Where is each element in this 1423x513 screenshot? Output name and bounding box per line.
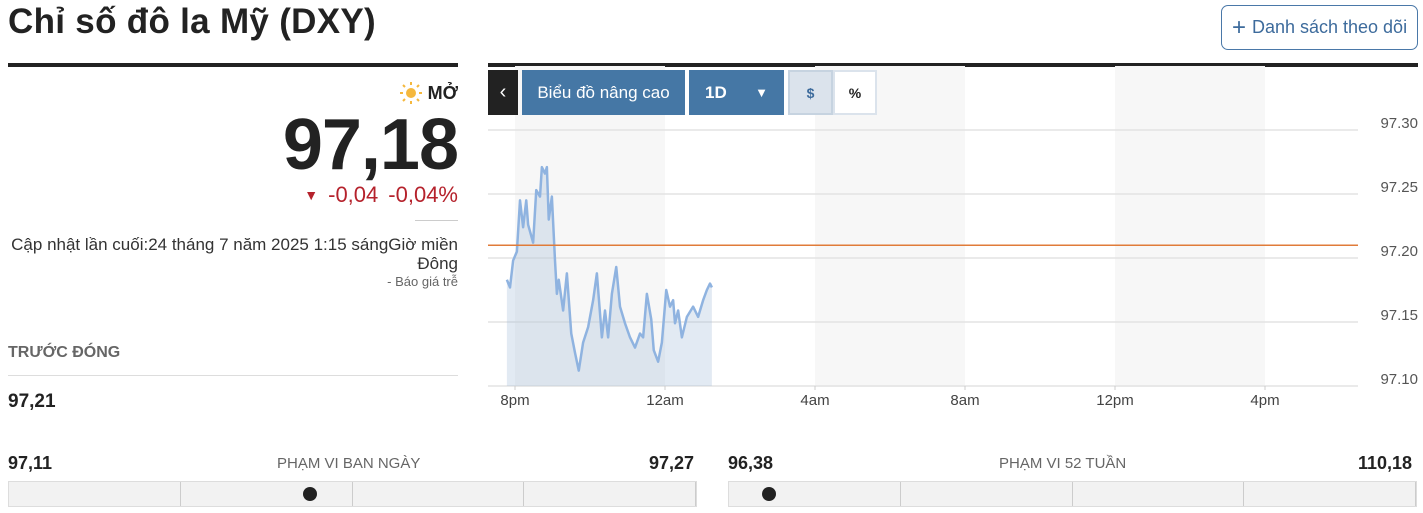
range-marker bbox=[761, 487, 776, 501]
delayed-quote-note: - Báo giá trễ bbox=[387, 274, 458, 289]
change-value: -0,04 bbox=[328, 182, 379, 207]
percent-toggle[interactable]: % bbox=[833, 70, 877, 115]
divider bbox=[8, 375, 458, 376]
dollar-toggle[interactable]: $ bbox=[788, 70, 833, 115]
y-tick-label: 97.15 bbox=[1380, 307, 1418, 324]
price-area bbox=[506, 167, 712, 386]
status-label: MỞ bbox=[427, 82, 458, 103]
52-week-range-low: 96,38 bbox=[728, 453, 774, 473]
x-tick-label: 4pm bbox=[1250, 392, 1279, 409]
x-tick-label: 4am bbox=[800, 392, 829, 409]
watchlist-label: Danh sách theo dõi bbox=[1251, 17, 1408, 37]
divider bbox=[415, 220, 458, 221]
collapse-button[interactable]: ‹ bbox=[488, 70, 518, 115]
sun-icon bbox=[399, 82, 422, 104]
chevron-left-icon: ‹ bbox=[499, 81, 507, 103]
52-week-range-title: PHẠM VI 52 TUẦN bbox=[999, 455, 1127, 472]
price-chart[interactable]: 97.30 97.25 97.20 97.15 97.10 8pm 12am 4am 8am 12… bbox=[488, 66, 1423, 416]
x-tick-label: 12pm bbox=[1096, 392, 1134, 409]
change-percent: -0,04% bbox=[388, 182, 458, 207]
day-range-high: 97,27 bbox=[649, 453, 695, 473]
day-range-bar bbox=[8, 481, 697, 507]
x-tick-label: 8am bbox=[950, 392, 979, 409]
price-change: ▼ -0,04 -0,04% bbox=[304, 182, 458, 208]
y-tick-label: 97.20 bbox=[1380, 243, 1418, 260]
plus-icon: + bbox=[1231, 13, 1246, 41]
current-price: 97,18 bbox=[282, 105, 459, 185]
last-updated: Cập nhật lần cuối:24 tháng 7 năm 2025 1:… bbox=[11, 235, 458, 273]
add-to-watchlist-button[interactable]: + Danh sách theo dõi bbox=[1221, 5, 1418, 50]
x-tick-label: 8pm bbox=[500, 392, 529, 409]
previous-close-value: 97,21 bbox=[8, 391, 56, 412]
52-week-range-bar bbox=[728, 481, 1417, 507]
period-dropdown[interactable]: 1D ▼ bbox=[689, 70, 784, 115]
52-week-range-high: 110,18 bbox=[1358, 453, 1413, 473]
x-tick-label: 12am bbox=[646, 392, 684, 409]
day-range-low: 97,11 bbox=[8, 453, 53, 473]
divider bbox=[8, 63, 458, 67]
divider bbox=[488, 63, 1418, 67]
page-title: Chỉ số đô la Mỹ (DXY) bbox=[8, 2, 376, 41]
triangle-down-icon: ▼ bbox=[304, 187, 319, 203]
range-marker bbox=[302, 487, 317, 501]
previous-close-label: TRƯỚC ĐÓNG bbox=[8, 344, 121, 361]
advanced-chart-button[interactable]: Biểu đồ nâng cao bbox=[522, 70, 685, 115]
time-band bbox=[815, 66, 965, 387]
market-status: MỞ bbox=[399, 82, 458, 104]
time-band bbox=[1115, 66, 1265, 387]
period-value: 1D bbox=[705, 82, 727, 102]
y-tick-label: 97.30 bbox=[1380, 115, 1418, 132]
caret-down-icon: ▼ bbox=[755, 85, 768, 100]
y-tick-label: 97.25 bbox=[1380, 179, 1418, 196]
day-range-title: PHẠM VI BAN NGÀY bbox=[277, 455, 421, 472]
y-tick-label: 97.10 bbox=[1380, 371, 1418, 388]
